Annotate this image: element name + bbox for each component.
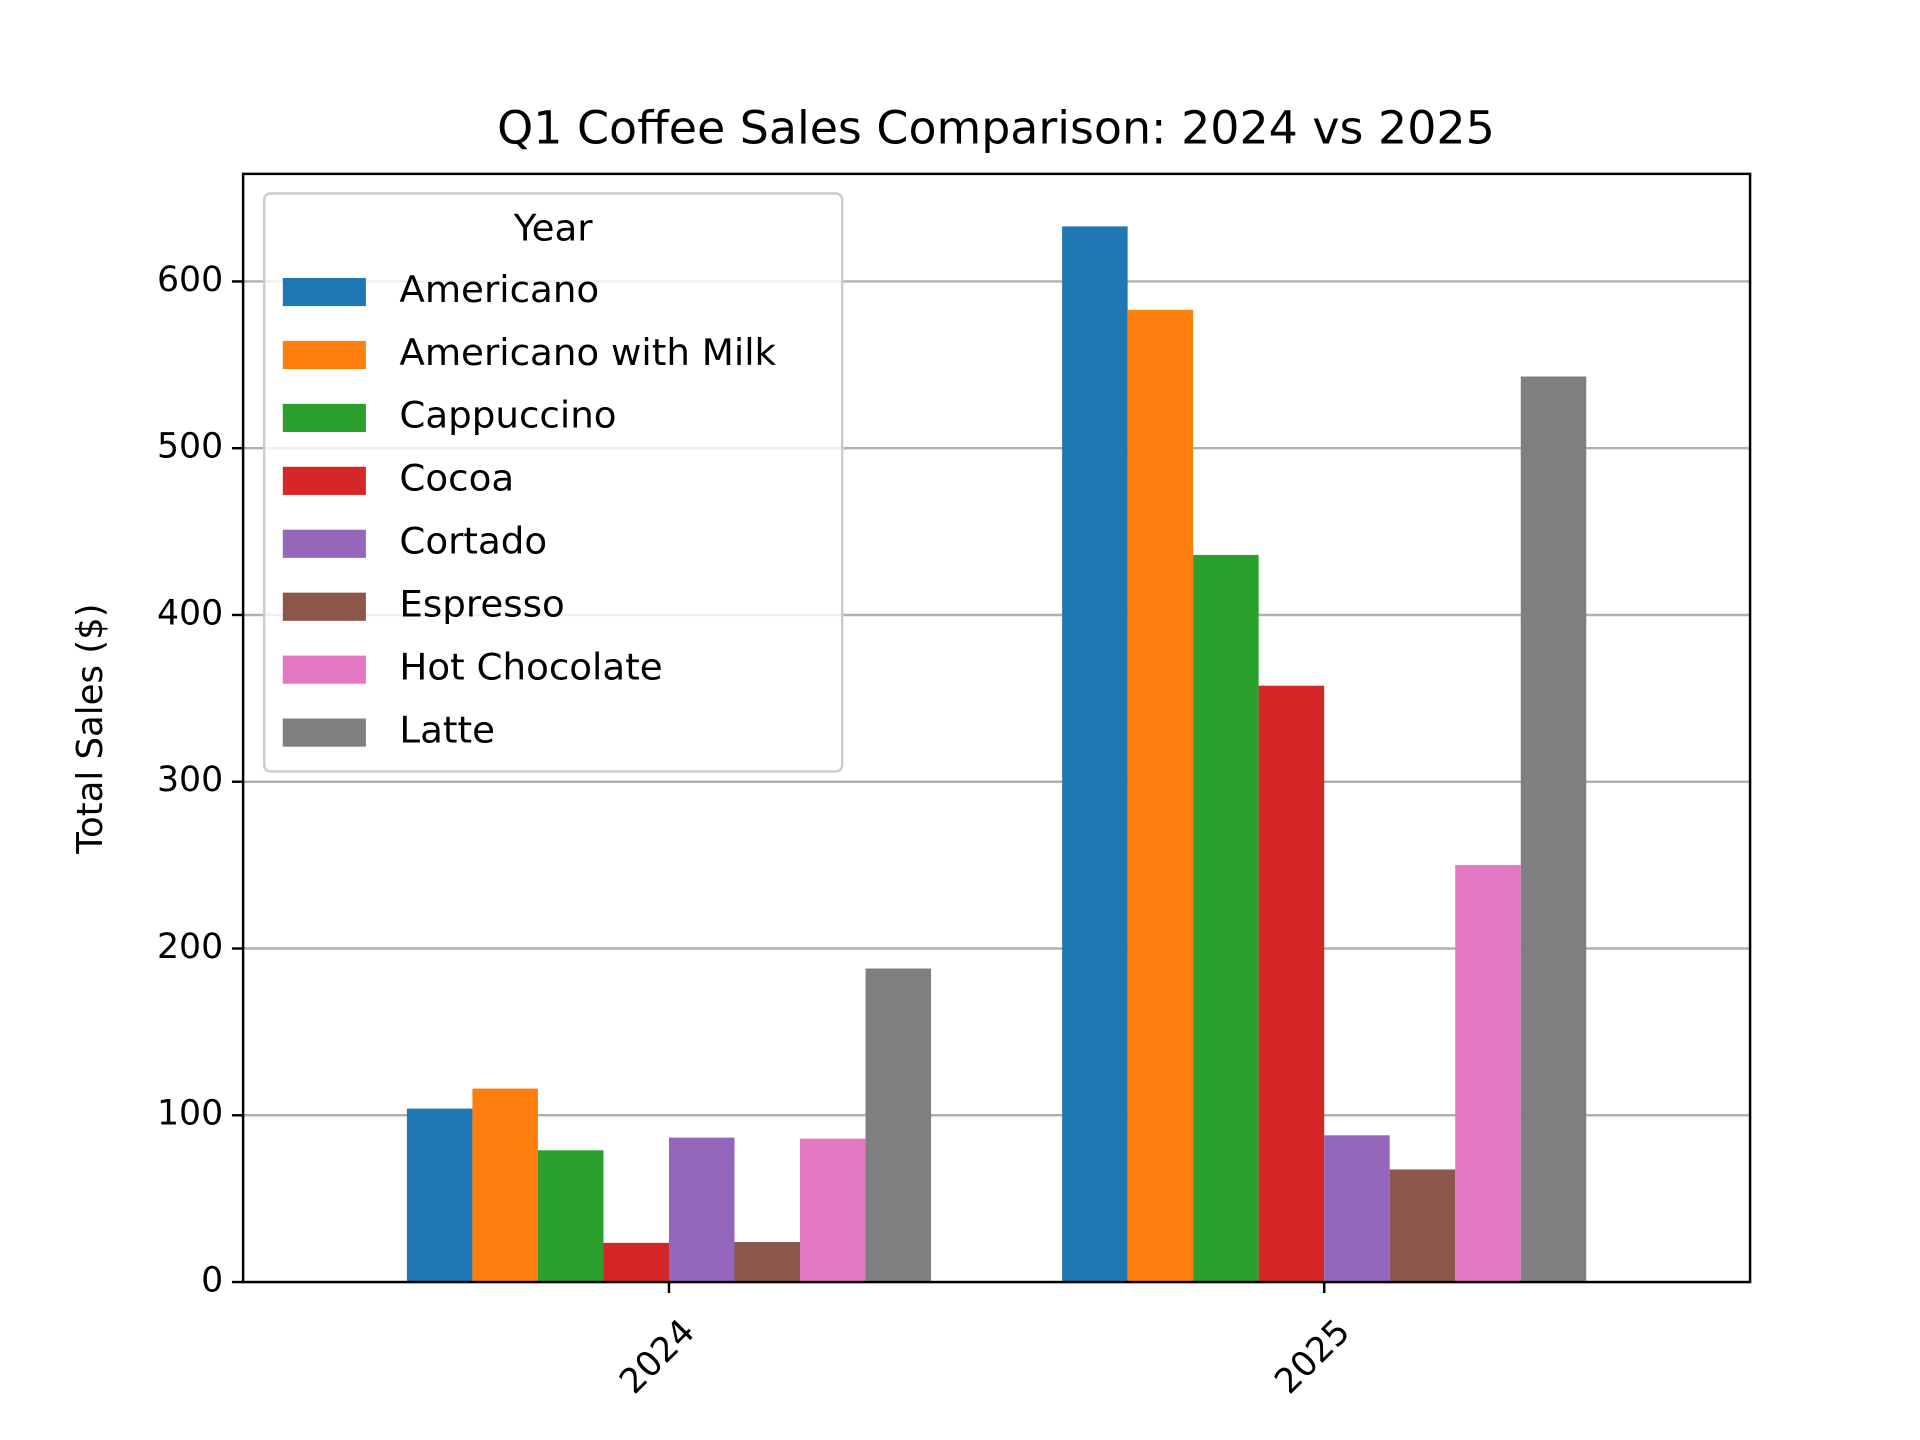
- bar: [668, 1137, 735, 1283]
- legend-swatch: [282, 529, 366, 558]
- legend-label: Latte: [399, 709, 495, 752]
- y-tick-label: 200: [157, 927, 223, 967]
- y-tick-label: 500: [157, 427, 223, 467]
- bar: [1455, 865, 1521, 1283]
- legend-label: Cocoa: [399, 457, 514, 500]
- bar: [1193, 554, 1259, 1283]
- x-tick-label: 2025: [1267, 1312, 1358, 1402]
- legend-label: Espresso: [399, 583, 564, 626]
- bar: [537, 1150, 604, 1283]
- y-tick-label: 100: [157, 1094, 223, 1134]
- legend-label: Hot Chocolate: [399, 646, 662, 689]
- bar: [1258, 685, 1325, 1283]
- y-tick-label: 0: [201, 1261, 223, 1301]
- legend-swatch: [282, 403, 366, 432]
- legend-frame: [262, 192, 844, 773]
- legend-label: Americano: [399, 268, 599, 311]
- bar: [1062, 226, 1128, 1283]
- legend-swatch: [282, 277, 366, 307]
- chart-title: Q1 Coffee Sales Comparison: 2024 vs 2025: [497, 102, 1495, 155]
- legend: Year Americano Americano with Milk Cappucci…: [262, 192, 844, 773]
- legend-swatch: [282, 340, 366, 370]
- bar: [1324, 1135, 1390, 1283]
- bar: [865, 968, 932, 1283]
- bar: [1127, 309, 1194, 1283]
- legend-swatch: [282, 592, 366, 621]
- bar: [603, 1242, 669, 1283]
- x-axis-label: Coffee Name: [879, 1438, 1113, 1440]
- bar: [472, 1088, 538, 1283]
- legend-swatch: [282, 466, 366, 495]
- y-axis-label: Total Sales ($): [70, 603, 111, 854]
- plot-frame: [241, 172, 1752, 1284]
- legend-label: Cappuccino: [399, 394, 616, 437]
- x-tick-label: 2024: [612, 1312, 703, 1402]
- bar: [800, 1138, 866, 1283]
- bar: [1520, 376, 1587, 1283]
- y-tick-label: 600: [157, 260, 223, 300]
- legend-swatch: [282, 718, 366, 747]
- legend-title: Year: [513, 207, 594, 250]
- bar: [1389, 1169, 1456, 1283]
- legend-swatch: [282, 655, 366, 684]
- bar: [406, 1108, 473, 1283]
- y-tick-label: 300: [157, 760, 223, 800]
- bar: [734, 1242, 801, 1283]
- legend-label: Cortado: [399, 520, 547, 563]
- y-tick-label: 400: [157, 594, 223, 634]
- legend-label: Americano with Milk: [399, 331, 776, 374]
